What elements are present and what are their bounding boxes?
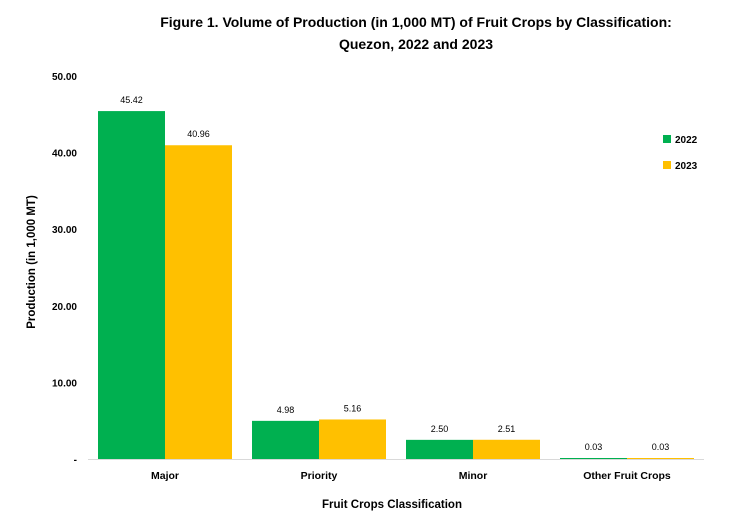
x-tick-label: Major [151, 470, 179, 482]
data-label: 40.96 [187, 129, 210, 139]
data-label: 4.98 [277, 405, 295, 415]
y-tick-label: 20.00 [52, 302, 77, 313]
x-axis-categories: Major Priority Minor Other Fruit Crops [151, 470, 671, 482]
legend: 2022 2023 [663, 135, 698, 172]
data-label: 2.50 [431, 424, 449, 434]
y-axis-label: Production (in 1,000 MT) [26, 195, 38, 329]
bar-2022-priority [252, 420, 319, 459]
bar-2022-major [98, 111, 165, 460]
data-label: 0.03 [585, 442, 603, 452]
legend-swatch-2023 [663, 161, 671, 169]
y-tick-label: - [74, 455, 77, 466]
data-label: 0.03 [652, 442, 670, 452]
legend-label-2023: 2023 [675, 161, 698, 172]
bar-2023-minor [473, 439, 540, 459]
chart-title-line-2: Quezon, 2022 and 2023 [339, 36, 493, 52]
y-tick-label: 30.00 [52, 225, 77, 236]
legend-label-2022: 2022 [675, 135, 698, 146]
y-tick-label: 10.00 [52, 378, 77, 389]
legend-swatch-2022 [663, 135, 671, 143]
bar-2022-other-fruit-crops [560, 458, 627, 459]
data-label: 2.51 [498, 424, 516, 434]
chart-title-line-1: Figure 1. Volume of Production (in 1,000… [160, 14, 672, 30]
x-tick-label: Other Fruit Crops [583, 470, 671, 482]
y-axis-ticks: - 10.00 20.00 30.00 40.00 50.00 [52, 72, 77, 466]
x-tick-label: Priority [301, 470, 338, 482]
bar-2023-priority [319, 419, 386, 459]
bars [98, 111, 694, 460]
x-axis-label: Fruit Crops Classification [322, 499, 462, 511]
y-tick-label: 50.00 [52, 72, 77, 83]
data-labels: 45.42 40.96 4.98 5.16 2.50 2.51 0.03 0.03 [120, 95, 669, 452]
bar-2023-major [165, 145, 232, 459]
bar-2023-other-fruit-crops [627, 458, 694, 459]
x-tick-label: Minor [459, 470, 488, 482]
bar-2022-minor [406, 439, 473, 459]
data-label: 45.42 [120, 95, 143, 105]
y-tick-label: 40.00 [52, 149, 77, 160]
data-label: 5.16 [344, 403, 362, 413]
